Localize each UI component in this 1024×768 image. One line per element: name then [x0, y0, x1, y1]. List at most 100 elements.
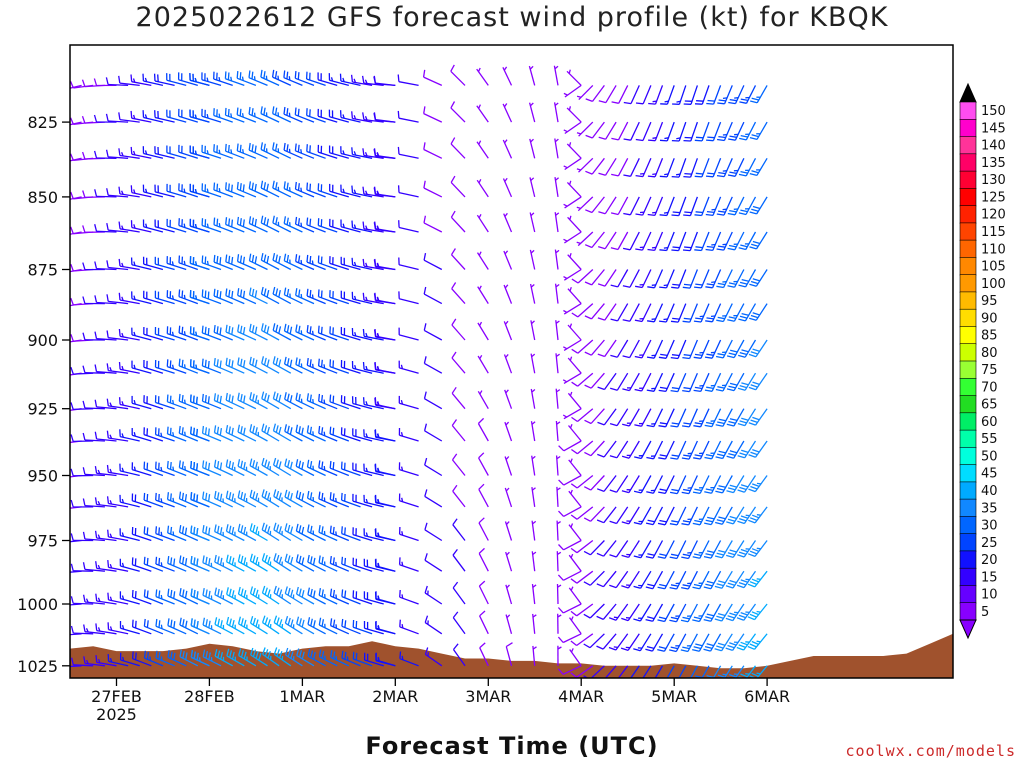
colorbar-seg-30: [959, 516, 977, 535]
wind-barb-646: [505, 614, 513, 634]
wind-barb-843: [645, 603, 664, 622]
wind-barb-990: [750, 85, 768, 104]
colorbar-label-45: 45: [981, 467, 998, 482]
wind-barb-770: [596, 570, 617, 588]
wind-barb-143: [131, 651, 152, 667]
wind-barb-393: [284, 586, 303, 605]
y-tick-label-3: 900: [27, 331, 58, 350]
wind-barb-448: [318, 617, 338, 635]
wind-barb-851: [659, 269, 675, 289]
wind-barb-301: [225, 524, 245, 542]
wind-barb-107: [107, 654, 129, 667]
wind-barb-209: [178, 460, 199, 477]
wind-barb-903: [694, 196, 710, 217]
wind-barb-277: [213, 325, 233, 341]
wind-barb-174: [155, 492, 175, 508]
wind-barb-554: [375, 558, 396, 572]
wind-barb-193: [167, 525, 187, 542]
wind-barb-744: [584, 303, 605, 320]
colorbar-seg-100: [959, 274, 977, 293]
wind-barb-816: [634, 303, 652, 323]
wind-barb-385: [283, 323, 303, 341]
wind-barb-165: [154, 184, 175, 198]
wind-barb-626: [478, 547, 489, 572]
wind-barb-323: [238, 648, 257, 667]
wind-barb-756: [598, 85, 617, 104]
wind-barb-733: [570, 539, 594, 554]
wind-barb-358: [261, 615, 280, 635]
wind-barb-368: [272, 356, 292, 374]
wind-barb-194: [167, 556, 187, 572]
wind-barb-210: [178, 491, 199, 508]
wind-barb-739: [585, 121, 605, 139]
y-tick-label-7: 1000: [17, 595, 58, 614]
wind-barb-622: [477, 417, 489, 442]
wind-barb-437: [317, 255, 338, 271]
x-tick-label-7: 6MAR: [744, 687, 790, 706]
wind-barb-386: [283, 356, 303, 374]
wind-barb-464: [329, 556, 350, 572]
colorbar-seg-130: [959, 170, 977, 190]
wind-barb-333: [249, 392, 268, 410]
wind-barb-619: [477, 321, 489, 341]
colorbar-label-55: 55: [981, 432, 998, 447]
wind-barb-966: [726, 506, 745, 525]
wind-barb-727: [571, 339, 594, 354]
wind-barb-490: [351, 220, 373, 233]
wind-barb-931: [703, 540, 722, 559]
colorbar-label-60: 60: [981, 415, 998, 430]
wind-barb-52: [70, 625, 94, 635]
wind-barb-6: [70, 303, 71, 305]
wind-barb-890: [682, 372, 698, 393]
y-tick-label-2: 875: [27, 261, 58, 280]
wind-barb-294: [225, 288, 245, 305]
wind-barb-677: [555, 455, 561, 476]
wind-barb-513: [362, 397, 384, 410]
wind-barb-769: [596, 540, 617, 557]
wind-barb-705: [563, 196, 582, 209]
wind-barb-238: [189, 218, 210, 233]
wind-barb-596: [450, 137, 466, 159]
wind-barb-21: [70, 196, 82, 200]
wind-barb-809: [630, 665, 640, 678]
wind-barb-115: [118, 328, 140, 341]
wind-barb-35: [70, 665, 82, 668]
wind-barb-923: [705, 269, 722, 289]
wind-barb-587: [424, 457, 443, 477]
wind-barb-374: [273, 553, 292, 572]
wind-barb-944: [715, 372, 733, 392]
wind-barb-870: [670, 303, 687, 323]
wind-barb-833: [647, 269, 664, 289]
wind-barb-283: [214, 524, 233, 542]
wind-barb-346: [260, 215, 280, 233]
wind-barb-620: [477, 354, 489, 374]
wind-barb-599: [450, 248, 466, 270]
wind-barb-1006: [747, 633, 768, 650]
wind-barb-382: [283, 216, 303, 233]
wind-barb-764: [597, 372, 617, 391]
wind-barb-543: [373, 186, 396, 198]
credit-link[interactable]: coolwx.com/models: [845, 742, 1016, 760]
wind-barb-296: [225, 357, 245, 374]
wind-barb-452: [328, 145, 349, 159]
colorbar-seg-85: [959, 326, 977, 345]
wind-barb-434: [317, 144, 338, 159]
wind-barb-825: [633, 603, 652, 622]
wind-barb-128: [130, 146, 152, 159]
wind-barb-365: [272, 252, 292, 271]
wind-barb-821: [633, 475, 652, 494]
wind-barb-638: [503, 353, 513, 374]
wind-barb-320: [237, 554, 257, 572]
wind-barb-592: [424, 615, 443, 635]
wind-barb-610: [452, 611, 466, 635]
wind-barb-721: [576, 121, 594, 137]
wind-barb-550: [374, 429, 396, 442]
wind-barb-945: [715, 408, 733, 427]
wind-barb-47: [70, 468, 94, 477]
wind-barb-623: [478, 452, 489, 476]
wind-barb-445: [318, 525, 338, 542]
wind-barb-76: [94, 224, 117, 233]
wind-barb-754: [583, 633, 605, 649]
wind-barb-588: [424, 489, 443, 508]
wind-barb-963: [726, 408, 745, 427]
